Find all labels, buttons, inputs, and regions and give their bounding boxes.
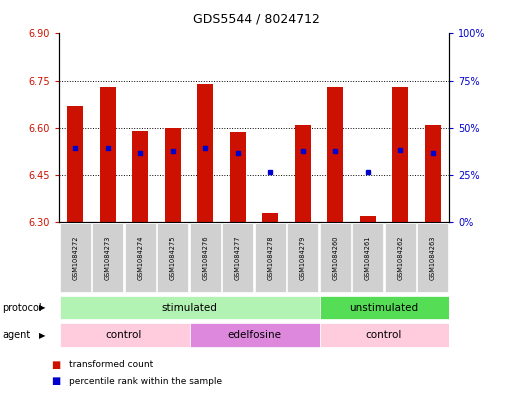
Text: control: control: [366, 330, 402, 340]
Text: agent: agent: [3, 330, 31, 340]
Text: GSM1084263: GSM1084263: [429, 235, 436, 279]
Text: GSM1084275: GSM1084275: [170, 235, 176, 280]
FancyBboxPatch shape: [60, 323, 190, 347]
Bar: [424, 125, 441, 222]
Text: transformed count: transformed count: [69, 360, 153, 369]
FancyBboxPatch shape: [254, 223, 286, 292]
FancyBboxPatch shape: [157, 223, 188, 292]
FancyBboxPatch shape: [385, 223, 416, 292]
Text: GSM1084279: GSM1084279: [300, 235, 306, 279]
FancyBboxPatch shape: [190, 223, 221, 292]
Text: GSM1084262: GSM1084262: [397, 235, 403, 280]
Text: GDS5544 / 8024712: GDS5544 / 8024712: [193, 13, 320, 26]
FancyBboxPatch shape: [320, 323, 449, 347]
Bar: [132, 131, 148, 222]
Text: GSM1084276: GSM1084276: [202, 235, 208, 280]
Text: ■: ■: [51, 360, 61, 370]
FancyBboxPatch shape: [287, 223, 318, 292]
Text: ■: ■: [51, 376, 61, 386]
Text: GSM1084277: GSM1084277: [234, 235, 241, 280]
FancyBboxPatch shape: [320, 223, 351, 292]
FancyBboxPatch shape: [320, 296, 449, 319]
FancyBboxPatch shape: [60, 223, 91, 292]
Text: GSM1084273: GSM1084273: [105, 235, 111, 279]
Text: ▶: ▶: [40, 303, 46, 312]
FancyBboxPatch shape: [92, 223, 123, 292]
Bar: [327, 87, 343, 222]
Text: edelfosine: edelfosine: [227, 330, 281, 340]
Text: GSM1084274: GSM1084274: [137, 235, 143, 280]
Bar: [360, 216, 376, 222]
Bar: [294, 125, 311, 222]
Bar: [229, 132, 246, 222]
FancyBboxPatch shape: [60, 296, 320, 319]
Text: unstimulated: unstimulated: [349, 303, 419, 312]
Text: ▶: ▶: [40, 331, 46, 340]
Text: GSM1084278: GSM1084278: [267, 235, 273, 280]
Text: GSM1084261: GSM1084261: [365, 235, 371, 279]
FancyBboxPatch shape: [417, 223, 448, 292]
Text: control: control: [106, 330, 142, 340]
FancyBboxPatch shape: [352, 223, 383, 292]
Bar: [100, 87, 116, 222]
Bar: [197, 84, 213, 222]
Text: GSM1084272: GSM1084272: [72, 235, 78, 280]
Bar: [67, 106, 83, 222]
FancyBboxPatch shape: [125, 223, 156, 292]
Bar: [262, 213, 278, 222]
Text: stimulated: stimulated: [161, 303, 217, 312]
Bar: [392, 87, 408, 222]
FancyBboxPatch shape: [190, 323, 320, 347]
Bar: [165, 128, 181, 222]
Text: protocol: protocol: [3, 303, 42, 312]
FancyBboxPatch shape: [222, 223, 253, 292]
Text: percentile rank within the sample: percentile rank within the sample: [69, 377, 222, 386]
Text: GSM1084260: GSM1084260: [332, 235, 338, 280]
